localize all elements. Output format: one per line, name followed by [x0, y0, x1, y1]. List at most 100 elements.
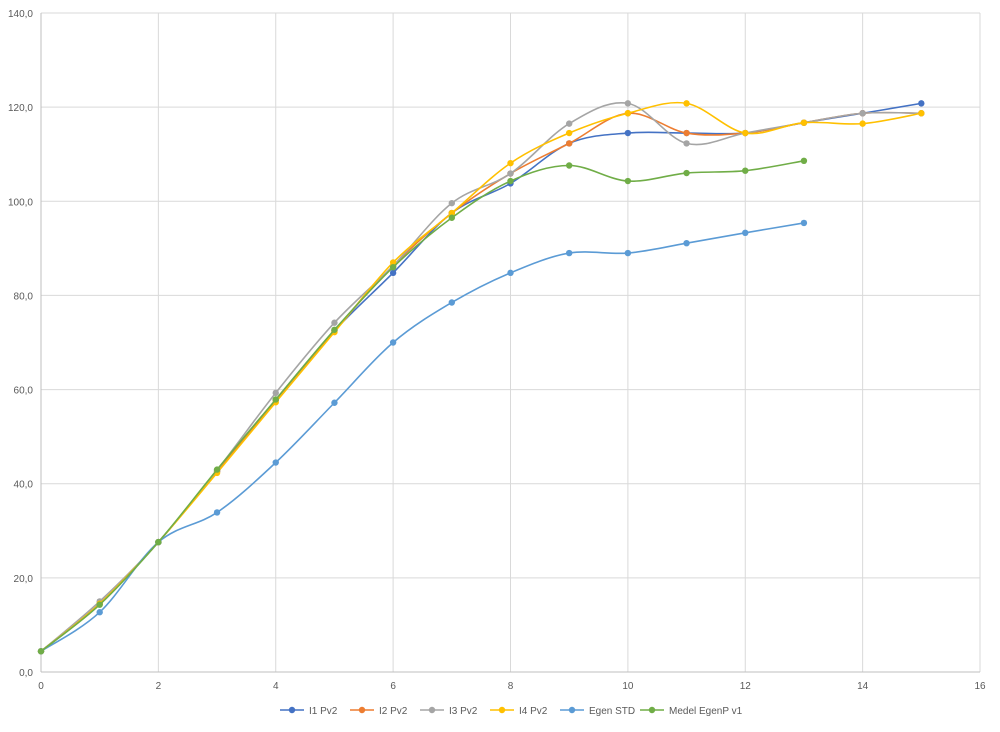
legend-swatch-marker — [568, 706, 576, 714]
data-point — [918, 110, 925, 117]
y-tick-label: 140,0 — [8, 9, 33, 20]
data-point — [331, 319, 338, 326]
y-tick-label: 0,0 — [19, 668, 33, 679]
series-1 — [37, 100, 925, 655]
data-point — [683, 239, 690, 247]
data-point — [37, 648, 45, 655]
legend-swatch-marker — [288, 706, 296, 714]
data-point — [389, 339, 397, 346]
data-point — [213, 466, 221, 473]
y-tick-label: 60,0 — [14, 386, 34, 397]
legend-item: I4 Pv2 — [490, 706, 548, 717]
data-point — [624, 177, 632, 185]
data-point — [565, 162, 573, 169]
series-line — [40, 222, 805, 652]
data-point — [507, 159, 514, 167]
data-point — [918, 100, 925, 107]
x-tick-label: 12 — [740, 681, 752, 692]
data-point — [859, 110, 866, 117]
legend-label: I1 Pv2 — [309, 706, 338, 717]
data-point — [213, 509, 221, 516]
data-point — [448, 299, 456, 306]
x-tick-label: 8 — [508, 681, 514, 692]
legend: I1 Pv2 I2 Pv2 I3 Pv2 I4 Pv2 Egen STD Medel Eg… — [280, 706, 743, 717]
y-tick-label: 80,0 — [14, 291, 34, 302]
data-point — [448, 214, 456, 221]
legend-swatch-marker — [358, 706, 366, 714]
data-point — [624, 129, 632, 137]
legend-swatch-marker — [428, 706, 436, 714]
y-tick-label: 40,0 — [14, 480, 34, 491]
data-point — [565, 129, 573, 137]
data-point — [624, 100, 632, 107]
legend-swatch-marker — [648, 706, 656, 714]
data-point — [800, 119, 808, 126]
data-point — [96, 609, 103, 616]
legend-label: Medel EgenP v1 — [669, 706, 743, 717]
series-line — [40, 102, 922, 652]
series-6 — [37, 157, 808, 655]
data-point — [331, 326, 338, 333]
data-point — [448, 209, 456, 217]
series-5 — [37, 219, 808, 655]
x-tick-label: 0 — [38, 681, 44, 692]
legend-swatch-marker — [498, 706, 506, 714]
data-point — [565, 140, 573, 147]
grid-lines — [41, 12, 981, 672]
series-4 — [37, 100, 925, 655]
data-point — [96, 601, 103, 608]
data-point — [507, 269, 514, 277]
data-point — [742, 129, 749, 137]
data-point — [389, 263, 397, 271]
data-point — [507, 170, 514, 177]
data-point — [800, 219, 808, 227]
data-point — [272, 389, 279, 397]
data-point — [683, 140, 690, 147]
x-tick-label: 4 — [273, 681, 279, 692]
legend-label: I2 Pv2 — [379, 706, 408, 717]
data-point — [389, 269, 397, 277]
data-point — [624, 110, 632, 117]
series-line — [40, 111, 922, 652]
data-point — [683, 100, 690, 107]
legend-label: I4 Pv2 — [519, 706, 548, 717]
data-point — [272, 459, 279, 466]
data-point — [742, 229, 749, 237]
data-point — [448, 199, 456, 207]
data-point — [859, 120, 866, 127]
data-point — [742, 167, 749, 174]
x-tick-label: 2 — [156, 681, 162, 692]
legend-label: I3 Pv2 — [449, 706, 478, 717]
series-2 — [37, 110, 925, 655]
x-tick-label: 16 — [974, 681, 986, 692]
x-tick-label: 14 — [857, 681, 869, 692]
data-point — [507, 177, 514, 185]
series-lines — [37, 100, 925, 655]
y-tick-label: 120,0 — [8, 103, 33, 114]
x-tick-label: 10 — [622, 681, 634, 692]
data-point — [272, 396, 279, 403]
data-point — [155, 538, 162, 546]
data-point — [331, 399, 338, 406]
data-point — [683, 129, 690, 137]
legend-label: Egen STD — [589, 706, 635, 717]
data-point — [624, 249, 632, 257]
y-tick-label: 20,0 — [14, 574, 34, 585]
legend-item: I2 Pv2 — [350, 706, 408, 717]
y-tick-label: 100,0 — [8, 197, 33, 208]
data-point — [800, 157, 808, 165]
data-point — [565, 249, 573, 257]
series-3 — [37, 100, 925, 655]
x-tick-label: 6 — [390, 681, 396, 692]
legend-item: I1 Pv2 — [280, 706, 338, 717]
legend-item: I3 Pv2 — [420, 706, 478, 717]
data-point — [683, 169, 690, 177]
series-line — [40, 101, 922, 652]
series-line — [40, 102, 922, 652]
data-point — [389, 259, 397, 266]
data-point — [565, 120, 573, 127]
legend-item: Medel EgenP v1 — [640, 706, 743, 717]
legend-item: Egen STD — [560, 706, 635, 717]
